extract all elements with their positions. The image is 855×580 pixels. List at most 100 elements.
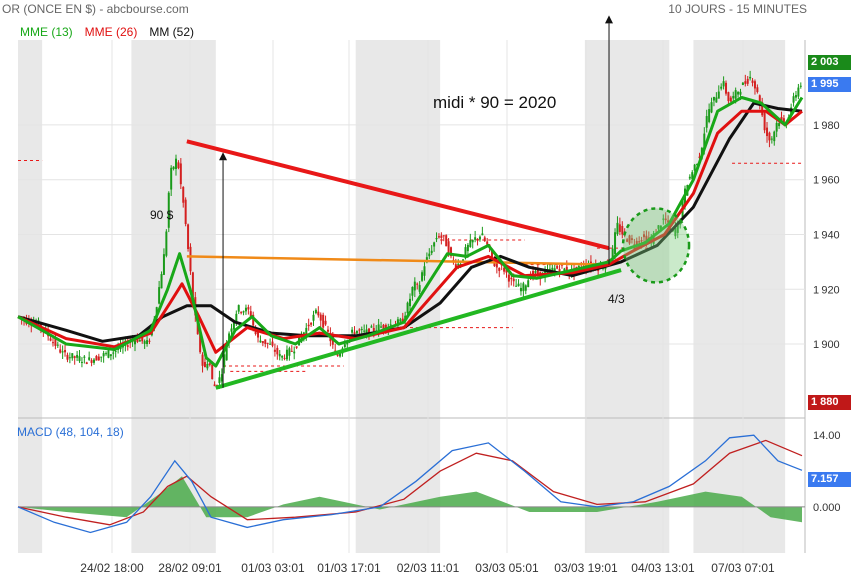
candle-body	[406, 302, 409, 314]
candle-body	[749, 76, 752, 79]
candle-body	[428, 253, 431, 257]
session-bands	[18, 40, 806, 553]
candle-body	[146, 340, 149, 344]
candle-body	[365, 329, 368, 334]
candle-body	[558, 269, 561, 272]
y-tick-label: 1 960	[813, 175, 840, 187]
candle-body	[674, 228, 677, 237]
candle-body	[148, 340, 151, 342]
candle-body	[411, 286, 414, 296]
candle-body	[143, 341, 146, 344]
candle-body	[339, 352, 342, 357]
candle-body	[462, 259, 465, 261]
candle-body	[703, 133, 706, 148]
candle-body	[515, 285, 518, 287]
x-axis-labels: 24/02 18:00 28/02 09:01 01/03 03:01 01/03 1…	[80, 561, 775, 575]
candle-body	[744, 81, 747, 84]
candle-body	[708, 109, 711, 122]
candle-body	[312, 314, 315, 321]
candle-body	[228, 333, 231, 342]
candle-body	[775, 122, 778, 132]
candle-body	[486, 241, 489, 245]
candle-body	[621, 226, 624, 235]
arrow-head	[219, 152, 228, 161]
candle-body	[177, 162, 180, 169]
candle-body	[430, 250, 433, 254]
candle-body	[322, 314, 325, 328]
candle-body	[73, 356, 76, 358]
height-text: 90 $	[150, 208, 174, 222]
candle-body	[693, 164, 696, 171]
resistance-line	[186, 139, 610, 251]
candle-body	[158, 287, 161, 304]
candle-body	[753, 81, 756, 89]
breakout-circle	[621, 207, 691, 284]
candle-body	[310, 322, 313, 325]
candle-body	[664, 218, 667, 221]
candle-body	[170, 167, 173, 190]
candle-body	[399, 319, 402, 322]
candle-body	[512, 278, 515, 282]
candle-body	[507, 274, 510, 282]
candle-body	[165, 231, 168, 256]
candle-body	[71, 353, 74, 359]
candle-body	[64, 349, 67, 353]
session-band	[355, 40, 441, 553]
candle-body	[616, 222, 619, 235]
candle-body	[657, 225, 660, 229]
candle-body	[269, 343, 272, 345]
candle-body	[59, 349, 62, 353]
candle-body	[218, 377, 221, 383]
candle-body	[447, 241, 450, 255]
candle-body	[676, 222, 679, 233]
candle-body	[481, 233, 484, 236]
y-tick-label: 1 940	[813, 229, 840, 241]
macd-zero-label: 0.000	[813, 502, 841, 514]
candle-body	[264, 339, 267, 344]
y-tick-label: 1 900	[813, 339, 840, 351]
candle-body	[766, 127, 769, 137]
candle-body	[642, 234, 645, 238]
y-tick-label: 1 980	[813, 120, 840, 132]
candle-body	[534, 271, 537, 273]
candle-body	[712, 96, 715, 101]
candle-body	[768, 132, 771, 141]
candle-body	[471, 239, 474, 243]
candle-body	[295, 346, 298, 348]
candle-body	[242, 311, 245, 313]
candle-body	[433, 242, 436, 247]
candle-body	[548, 268, 551, 270]
candle-body	[696, 163, 699, 165]
candle-body	[179, 163, 182, 185]
candle-body	[626, 239, 629, 242]
candle-body	[240, 312, 243, 314]
candle-body	[618, 224, 621, 232]
candle-body	[51, 342, 54, 344]
candle-body	[324, 320, 327, 325]
candle-body	[437, 236, 440, 238]
candle-body	[560, 264, 563, 266]
candle-body	[770, 138, 773, 140]
candle-body	[799, 85, 802, 87]
candle-body	[232, 320, 235, 330]
candle-body	[189, 246, 192, 272]
candle-body	[100, 356, 103, 358]
candle-body	[527, 280, 530, 288]
candle-body	[722, 81, 725, 87]
candle-body	[522, 283, 525, 292]
candle-body	[252, 314, 255, 326]
midline-line	[186, 255, 610, 266]
candle-body	[710, 102, 713, 113]
candle-body	[445, 235, 448, 247]
candle-body	[317, 311, 320, 316]
moving-averages	[17, 96, 804, 368]
candle-body	[751, 80, 754, 83]
tag-last-price: 1 995	[808, 77, 851, 92]
candle-body	[97, 356, 100, 361]
candle-body	[727, 92, 730, 102]
candle-body	[413, 281, 416, 291]
candle-body	[199, 334, 202, 353]
candle-body	[563, 268, 566, 271]
candle-body	[343, 344, 346, 348]
arrow-head	[605, 15, 614, 24]
